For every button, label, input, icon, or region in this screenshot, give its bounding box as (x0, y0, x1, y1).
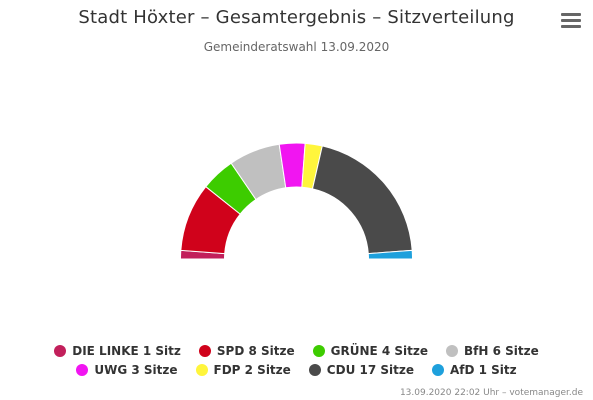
legend-marker (198, 345, 211, 357)
legend-marker (195, 364, 208, 376)
legend-marker (446, 345, 459, 357)
legend-label: SPD 8 Sitze (216, 344, 295, 358)
chart-menu-button[interactable] (561, 13, 581, 31)
legend-row-2: UWG 3 Sitze FDP 2 Sitze CDU 17 Sitze AfD 1 … (0, 363, 593, 377)
legend-label: AfD 1 Sitz (449, 363, 517, 377)
legend-row-1: DIE LINKE 1 Sitz SPD 8 Sitze GRÜNE 4 Sitze… (0, 344, 593, 358)
legend-marker (76, 364, 89, 376)
legend-label: DIE LINKE 1 Sitz (72, 344, 181, 358)
legend-label: FDP 2 Sitze (213, 363, 291, 377)
chart-title: Stadt Höxter – Gesamtergebnis – Sitzvert… (78, 7, 515, 28)
legend-label: GRÜNE 4 Sitze (330, 344, 429, 358)
legend-marker (54, 345, 67, 357)
legend-item-die-linke[interactable]: DIE LINKE 1 Sitz (54, 344, 181, 358)
legend-marker (312, 345, 325, 357)
legend-label: UWG 3 Sitze (94, 363, 178, 377)
legend-item-grüne[interactable]: GRÜNE 4 Sitze (312, 344, 429, 358)
legend-item-fdp[interactable]: FDP 2 Sitze (195, 363, 291, 377)
legend-marker (308, 364, 321, 376)
seat-segment-cdu[interactable] (311, 145, 413, 255)
legend-item-afd[interactable]: AfD 1 Sitz (431, 363, 517, 377)
legend-marker (431, 364, 444, 376)
legend-label: BfH 6 Sitze (464, 344, 539, 358)
hamburger-icon (561, 13, 581, 16)
chart-subtitle: Gemeinderatswahl 13.09.2020 (203, 40, 390, 54)
legend-item-cdu[interactable]: CDU 17 Sitze (308, 363, 414, 377)
legend-label: CDU 17 Sitze (326, 363, 414, 377)
legend-item-uwg[interactable]: UWG 3 Sitze (76, 363, 178, 377)
legend-item-spd[interactable]: SPD 8 Sitze (198, 344, 295, 358)
seat-segment-afd[interactable] (367, 249, 414, 260)
legend-item-bfh[interactable]: BfH 6 Sitze (446, 344, 539, 358)
credits[interactable]: 13.09.2020 22:02 Uhr – votemanager.de (399, 388, 583, 398)
